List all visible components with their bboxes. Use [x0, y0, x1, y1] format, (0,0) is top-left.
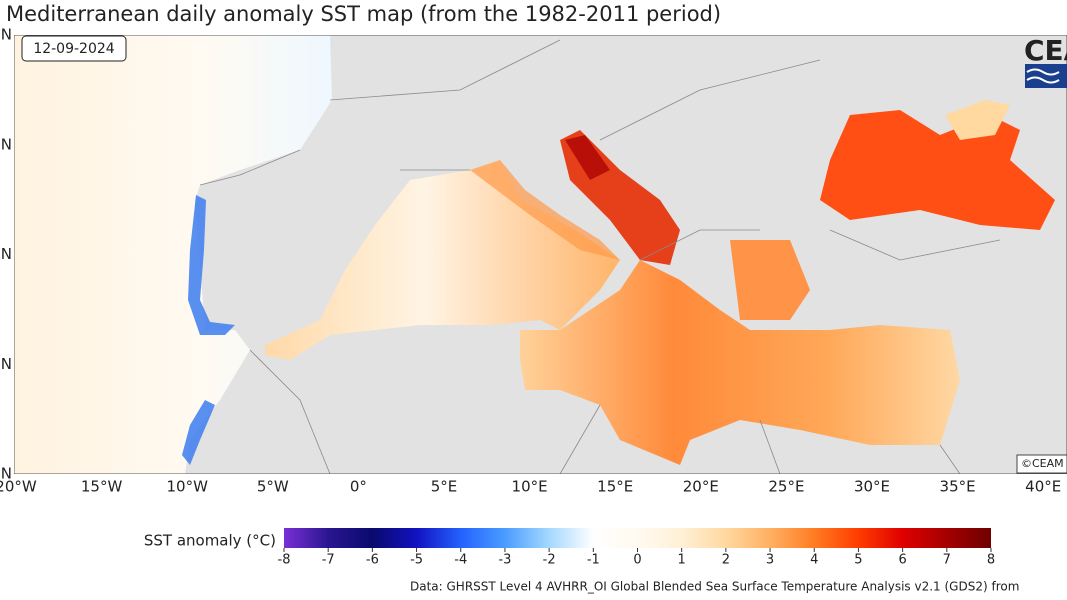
lon-tick-label: 15°W — [81, 478, 123, 496]
lat-tick-label: N — [1, 26, 12, 44]
colorbar-tick-label: -5 — [410, 553, 423, 568]
lon-tick-label: 20°W — [0, 478, 37, 496]
lon-axis: 20°W 15°W 10°W 5°W 0° 5°E 10°E 15°E 20°E 25°E 30°E… — [0, 478, 1061, 496]
lat-tick-label: N — [1, 135, 12, 153]
lon-tick-label: 40°E — [1025, 478, 1061, 496]
lon-tick-label: 0° — [350, 478, 367, 496]
lon-tick-label: 5°W — [257, 478, 289, 496]
colorbar-tick-label: -7 — [322, 553, 335, 568]
lat-tick-label: N — [1, 465, 12, 483]
upwelling — [188, 195, 235, 335]
colorbar-tick-label: -3 — [498, 553, 511, 568]
date-box — [21, 35, 127, 62]
logo: CEA — [1024, 34, 1067, 67]
atlantic — [14, 35, 332, 474]
lon-tick-label: 15°E — [597, 478, 633, 496]
colorbar-label: SST anomaly (°C) — [144, 532, 276, 550]
borders — [199, 39, 1001, 474]
lat-tick-label: N — [1, 245, 12, 263]
colorbar — [284, 528, 991, 548]
colorbar-tick-label: -2 — [543, 553, 556, 568]
colorbar-tick-label: 5 — [854, 553, 862, 568]
logo-wave-lines — [1026, 68, 1060, 84]
colorbar-tick-label: 4 — [810, 553, 818, 568]
copyright: ©CEAM — [1021, 457, 1064, 470]
map — [14, 35, 1067, 474]
sea-patch — [470, 160, 620, 260]
colorbar-tick-label: -6 — [366, 553, 379, 568]
title: Mediterranean daily anomaly SST map (fro… — [6, 2, 721, 26]
colorbar-tick-label: 3 — [766, 553, 774, 568]
colorbar-tick-label: 6 — [898, 553, 906, 568]
colorbar-tick-label: -4 — [454, 553, 467, 568]
lat-tick-label: N — [1, 355, 12, 373]
logo-waves — [1025, 64, 1067, 88]
black-sea — [820, 110, 1055, 230]
colorbar-tick-label: -8 — [278, 553, 291, 568]
colorbar-tick-label: 1 — [678, 553, 686, 568]
eastern-med — [520, 260, 960, 465]
colorbar-tick-label: 7 — [943, 553, 951, 568]
lon-tick-label: 35°E — [940, 478, 976, 496]
colorbar-tick-label: 0 — [633, 553, 641, 568]
azov-sea — [945, 100, 1010, 140]
colorbar-ticks: -8 -7 -6 -5 -4 -3 -2 -1 0 1 2 3 4 5 6 7 8 — [278, 548, 995, 568]
adriatic-north — [565, 135, 610, 180]
colorbar-tick-label: 2 — [722, 553, 730, 568]
copyright-box — [1016, 454, 1067, 474]
source: Data: GHRSST Level 4 AVHRR_OI Global Ble… — [410, 580, 1019, 594]
lon-tick-label: 25°E — [768, 478, 804, 496]
date: 12-09-2024 — [33, 41, 114, 57]
lon-tick-label: 10°E — [512, 478, 548, 496]
lat-axis: N N N N N — [1, 26, 12, 483]
colorbar-tick-label: 8 — [987, 553, 995, 568]
lon-tick-label: 20°E — [683, 478, 719, 496]
colorbar-tick-label: -1 — [587, 553, 600, 568]
aegean — [730, 240, 810, 320]
lon-tick-label: 30°E — [854, 478, 890, 496]
upwelling — [182, 400, 215, 465]
lon-tick-label: 10°W — [166, 478, 208, 496]
lon-tick-label: 5°E — [431, 478, 458, 496]
